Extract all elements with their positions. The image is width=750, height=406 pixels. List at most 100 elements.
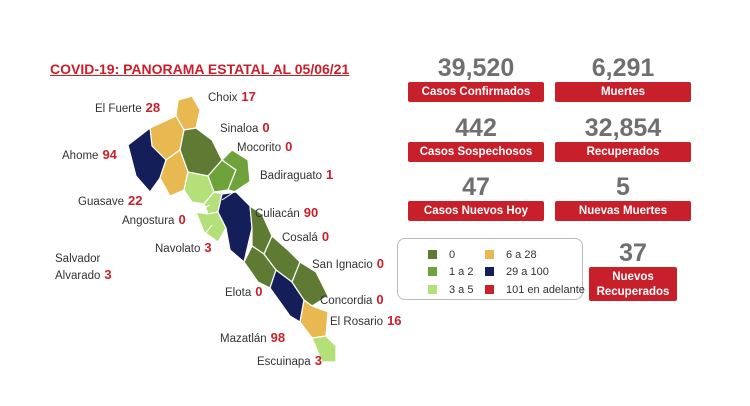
municipality-label: Choix 17 — [208, 89, 256, 106]
stat-label: Casos Sospechosos — [408, 142, 544, 162]
legend-swatch — [428, 285, 437, 294]
leader-line — [199, 224, 213, 241]
stat-label: Casos Confirmados — [408, 82, 544, 102]
legend: 0 1 a 2 3 a 5 6 a 28 29 a 100 101 en adelante — [397, 238, 585, 300]
municipality-value: 17 — [241, 89, 256, 104]
legend-swatch — [428, 267, 437, 276]
municipality-label: Navolato 3 — [155, 240, 212, 257]
municipality-name: Badiraguato — [260, 170, 323, 182]
municipality-label: Cosalá 0 — [282, 229, 329, 246]
leader-lines — [149, 177, 256, 241]
municipality-value: 0 — [178, 212, 186, 227]
municipality-label: Sinaloa 0 — [220, 120, 270, 137]
municipality-value: 3 — [204, 240, 212, 255]
legend-item: 0 — [428, 249, 455, 261]
municipality-value: 0 — [262, 120, 270, 135]
stat-card: 39,520 Casos Confirmados — [408, 55, 544, 102]
municipality-value: 0 — [376, 292, 384, 307]
municipality-label: Concordia 0 — [320, 292, 384, 309]
municipality-name: Mazatlán — [220, 333, 267, 345]
legend-item: 1 a 2 — [428, 266, 473, 278]
municipality-value: 22 — [128, 193, 143, 208]
stat-value: 442 — [455, 114, 497, 142]
municipality-value: 3 — [104, 267, 112, 282]
municipality-name: Salvador Alvarado — [55, 253, 101, 282]
municipality-value: 0 — [376, 256, 384, 271]
municipality-name: Ahome — [62, 150, 99, 162]
municipality-label: Badiraguato 1 — [260, 167, 333, 184]
legend-item: 101 en adelante — [485, 284, 585, 296]
stat-card: 5 Nuevas Muertes — [555, 174, 691, 221]
municipality-name: Sinaloa — [220, 123, 259, 135]
municipality-value: 0 — [255, 284, 263, 299]
municipality-label: El Fuerte 28 — [95, 100, 160, 117]
municipality-value: 94 — [102, 147, 117, 162]
municipality-name: Choix — [208, 92, 238, 104]
escuinapa — [311, 335, 337, 363]
municipality-name: Navolato — [155, 243, 201, 255]
municipality-value: 28 — [145, 100, 161, 115]
municipality-label: Guasave 22 — [78, 193, 143, 210]
stat-label: Recuperados — [555, 142, 691, 162]
municipality-label: Mocorito 0 — [237, 139, 292, 156]
stat-value: 47 — [462, 173, 490, 201]
municipality-value: 0 — [321, 229, 330, 244]
municipality-name: Culiacán — [255, 208, 300, 220]
badiraguato — [221, 149, 251, 193]
municipality-label: Ahome 94 — [62, 147, 117, 164]
municipality-name: Cosalá — [282, 232, 318, 244]
stat-label: Nuevos Recuperados — [589, 267, 677, 301]
legend-label: 101 en adelante — [506, 284, 585, 296]
municipality-name: Guasave — [78, 196, 125, 208]
municipality-label: Salvador Alvarado 3 — [55, 251, 127, 284]
stat-value: 6,291 — [591, 54, 655, 82]
leader-line — [221, 177, 256, 201]
legend-swatch — [485, 250, 494, 259]
municipality-name: Mocorito — [237, 142, 282, 154]
legend-label: 29 a 100 — [506, 266, 549, 278]
legend-item: 6 a 28 — [485, 249, 537, 261]
municipality-name: Concordia — [320, 295, 373, 307]
legend-label: 3 a 5 — [449, 284, 474, 296]
stat-value: 37 — [619, 239, 647, 267]
municipality-value: 16 — [387, 313, 402, 328]
municipality-name: Angostura — [122, 215, 175, 227]
stat-label: Muertes — [555, 82, 691, 102]
municipality-name: San Ignacio — [312, 259, 373, 271]
stat-label: Casos Nuevos Hoy — [408, 201, 544, 221]
stat-card: 6,291 Muertes — [555, 55, 691, 102]
stat-card: 442 Casos Sospechosos — [408, 115, 544, 162]
stat-value: 32,854 — [584, 114, 662, 142]
municipalities — [127, 95, 337, 363]
municipality-name: Escuinapa — [257, 356, 311, 368]
municipality-value: 90 — [303, 205, 319, 220]
stat-card: 32,854 Recuperados — [555, 115, 691, 162]
municipality-label: Culiacán 90 — [255, 205, 318, 222]
municipality-value: 3 — [314, 353, 322, 368]
stat-value: 5 — [616, 173, 630, 201]
legend-item: 3 a 5 — [428, 284, 473, 296]
stat-card: 37 Nuevos Recuperados — [589, 240, 677, 301]
municipality-name: El Rosario — [330, 316, 384, 328]
municipality-value: 1 — [326, 167, 334, 182]
municipality-label: El Rosario 16 — [330, 313, 402, 330]
municipality-label: Angostura 0 — [122, 212, 186, 229]
leader-line — [149, 204, 211, 236]
municipality-label: Escuinapa 3 — [257, 353, 322, 370]
legend-label: 1 a 2 — [449, 266, 474, 278]
stat-value: 39,520 — [437, 54, 515, 82]
legend-item: 29 a 100 — [485, 266, 549, 278]
stat-card: 47 Casos Nuevos Hoy — [408, 174, 544, 221]
municipality-label: Elota 0 — [225, 284, 262, 301]
legend-swatch — [485, 267, 494, 276]
municipality-value: 98 — [270, 330, 286, 345]
municipality-label: San Ignacio 0 — [312, 256, 384, 273]
title: COVID-19: PANORAMA ESTATAL AL 05/06/21 — [50, 61, 350, 77]
legend-swatch — [428, 250, 437, 259]
municipality-name: Elota — [225, 287, 252, 299]
legend-label: 6 a 28 — [506, 249, 537, 261]
municipality-label: Mazatlán 98 — [220, 330, 285, 347]
legend-label: 0 — [449, 249, 456, 261]
